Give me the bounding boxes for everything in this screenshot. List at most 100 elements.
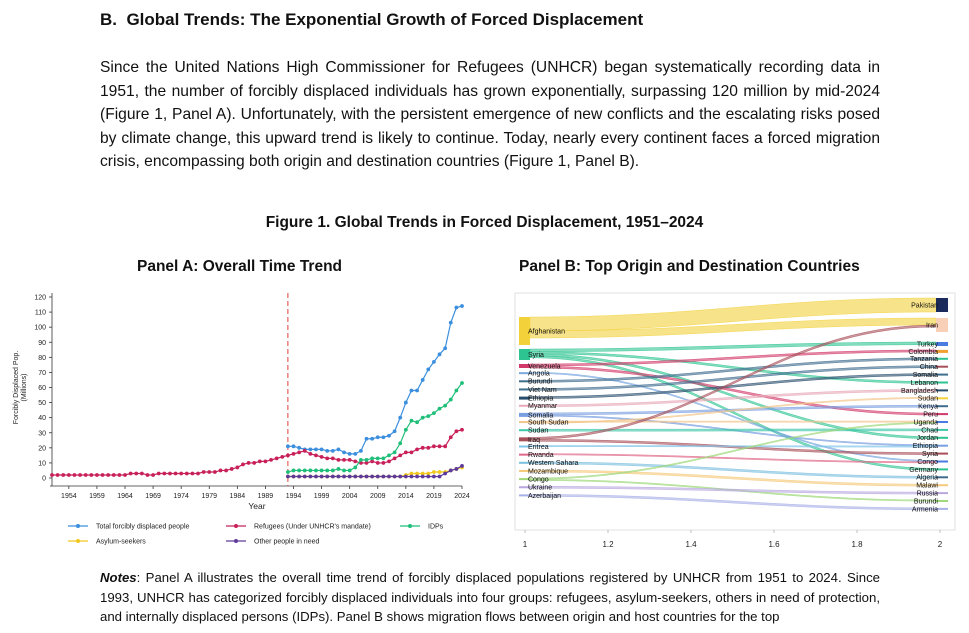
origin-label: Syria — [528, 352, 544, 359]
series-point-2 — [308, 468, 313, 473]
destination-label: Kenya — [918, 404, 938, 411]
legend-label: Refugees (Under UNHCR's mandate) — [254, 524, 371, 531]
series-point-4 — [302, 474, 307, 479]
series-point-1 — [443, 444, 448, 449]
series-point-1 — [263, 459, 268, 464]
origin-node — [519, 404, 530, 407]
series-point-4 — [336, 474, 341, 479]
series-point-0 — [443, 346, 448, 351]
series-point-4 — [432, 474, 436, 479]
series-point-2 — [398, 441, 403, 446]
series-point-1 — [302, 448, 307, 453]
series-point-2 — [448, 397, 453, 402]
series-point-4 — [297, 474, 302, 479]
y-tick-label: 90 — [38, 340, 46, 347]
series-point-1 — [55, 473, 60, 477]
origin-node — [519, 429, 530, 432]
destination-label: Tanzania — [910, 356, 938, 363]
series-point-3 — [409, 471, 414, 476]
x-tick-label: 1994 — [286, 493, 302, 500]
x-tick-label: 2004 — [342, 493, 358, 500]
x-tick-label: 1979 — [201, 493, 217, 500]
origin-label: Somalia — [528, 412, 553, 419]
series-point-1 — [257, 459, 262, 464]
x-tick-label: 1959 — [89, 493, 105, 500]
origin-node — [519, 461, 530, 464]
destination-node — [936, 413, 948, 416]
series-point-0 — [336, 447, 341, 452]
x-tick-label: 2009 — [370, 493, 386, 500]
series-point-1 — [196, 471, 200, 476]
origin-node — [519, 388, 530, 391]
series-point-1 — [319, 454, 324, 459]
sankey-flow-21 — [529, 453, 937, 464]
origin-label: Rwanda — [528, 452, 554, 459]
series-point-1 — [224, 468, 229, 473]
destination-label: Peru — [923, 412, 938, 419]
destination-label: Ethiopia — [913, 443, 938, 450]
destination-node — [936, 436, 948, 439]
origin-label: South Sudan — [528, 419, 569, 426]
series-point-4 — [308, 474, 313, 479]
destination-node — [936, 444, 948, 447]
series-point-0 — [285, 444, 290, 449]
series-point-1 — [145, 473, 150, 477]
series-point-4 — [359, 474, 363, 479]
series-point-0 — [370, 436, 375, 441]
series-point-0 — [409, 388, 414, 393]
panel-a-chart: 0 10 20 30 40 50 60 70 80 90 100 110 120 1954 1959 1964… — [13, 293, 470, 546]
series-point-1 — [246, 461, 251, 465]
series-point-2 — [409, 418, 414, 423]
series-point-0 — [448, 320, 453, 325]
y-tick-label: 0 — [42, 476, 46, 483]
sankey-x-tick-label: 1.2 — [602, 540, 614, 549]
series-point-0 — [353, 451, 358, 456]
destination-node — [936, 452, 948, 455]
series-point-0 — [342, 450, 346, 455]
series-point-2 — [359, 458, 363, 462]
series-point-4 — [448, 468, 453, 473]
y-axis-label-units: (Millions) — [21, 374, 28, 402]
series-point-1 — [89, 473, 94, 477]
series-point-4 — [314, 474, 318, 479]
sankey-flow-24 — [529, 421, 937, 480]
y-tick-label: 110 — [35, 310, 46, 317]
intro-paragraph: Since the United Nations High Commission… — [100, 59, 880, 170]
series-point-0 — [314, 447, 318, 452]
series-point-1 — [139, 471, 144, 476]
origin-node — [519, 469, 530, 472]
series-point-1 — [454, 429, 459, 434]
series-point-4 — [347, 474, 352, 479]
series-line-3 — [287, 466, 463, 478]
origin-node — [519, 364, 530, 368]
series-point-0 — [291, 444, 296, 449]
series-point-2 — [302, 468, 307, 473]
destination-node — [936, 507, 948, 510]
sankey-flow-17 — [529, 428, 937, 432]
series-point-1 — [117, 473, 122, 477]
destination-label: Congo — [917, 459, 938, 466]
origin-node — [519, 437, 530, 442]
series-point-4 — [381, 474, 386, 479]
destination-node — [936, 389, 948, 392]
series-point-1 — [420, 445, 425, 450]
series-point-4 — [426, 474, 431, 479]
series-point-1 — [207, 470, 212, 474]
series-point-1 — [415, 447, 419, 452]
series-point-1 — [353, 459, 358, 464]
series-point-1 — [128, 471, 133, 476]
series-point-1 — [61, 473, 66, 477]
series-point-1 — [398, 453, 403, 458]
series-point-2 — [297, 468, 302, 473]
series-point-2 — [330, 468, 335, 473]
series-point-1 — [162, 471, 167, 476]
panel-b-chart: 1 1.2 1.4 1.6 1.8 2AfghanistanSyriaVenezuelaA… — [514, 292, 956, 549]
series-point-4 — [353, 474, 358, 479]
series-point-1 — [314, 453, 318, 458]
destination-label: Bangladesh — [901, 388, 938, 395]
x-tick-label: 2024 — [454, 493, 470, 500]
destination-node — [936, 381, 948, 384]
y-tick-label: 80 — [38, 355, 46, 362]
legend-label: Asylum-seekers — [96, 539, 146, 546]
destination-node — [936, 484, 948, 487]
